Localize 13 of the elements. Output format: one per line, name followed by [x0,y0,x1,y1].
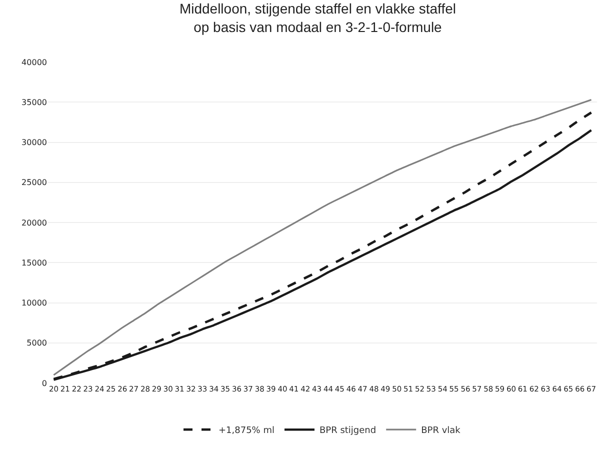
y-tick-label: 5000 [26,338,47,348]
y-tick-label: 30000 [22,138,47,148]
y-tick-label: 10000 [22,298,47,308]
legend-label: +1,875% ml [218,426,274,436]
y-tick-label: 25000 [22,178,47,188]
chart-title: Middelloon, stijgende staffel en vlakke staffel op basis van modaal en 3-2-1-0-formule [179,0,456,35]
legend-label: BPR stijgend [320,426,376,436]
legend-label: BPR vlak [421,426,462,436]
y-tick-label: 15000 [22,258,47,268]
y-tick-label: 20000 [22,218,47,228]
y-tick-label: 0 [42,378,47,388]
y-tick-label: 40000 [22,58,47,67]
y-tick-label: 35000 [22,98,47,107]
